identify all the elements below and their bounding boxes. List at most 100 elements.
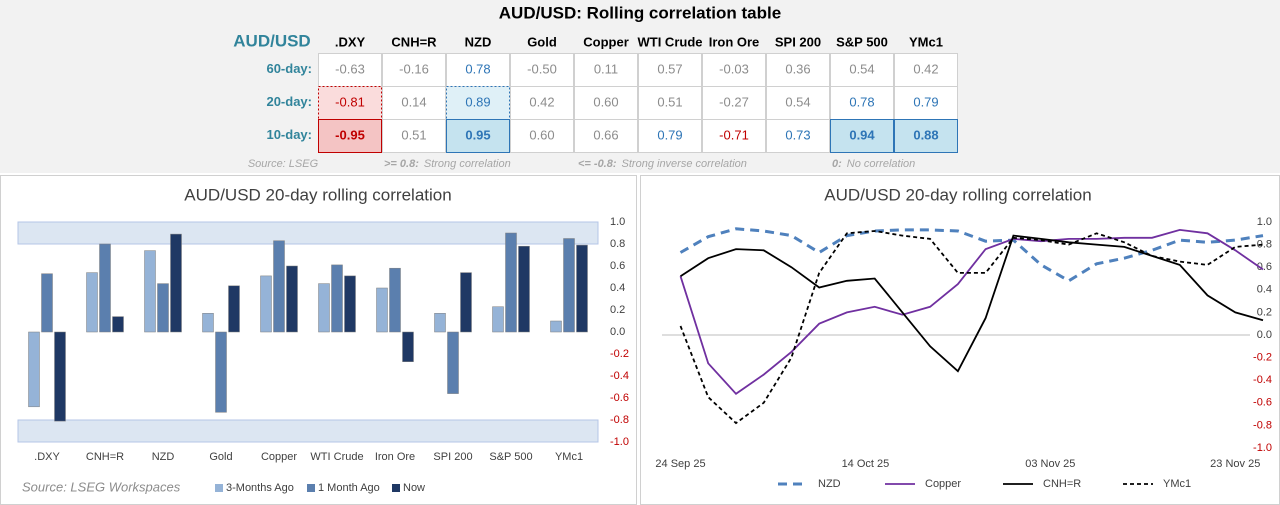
table-corner: AUD/USD bbox=[233, 31, 310, 50]
bar bbox=[576, 244, 588, 333]
column-header: .DXY bbox=[335, 34, 366, 49]
cell bbox=[382, 119, 446, 153]
note-text: No correlation bbox=[847, 158, 915, 170]
y-tick-label: -1.0 bbox=[610, 436, 629, 448]
bar bbox=[550, 320, 562, 333]
cell bbox=[510, 119, 574, 153]
y-tick-label: -0.6 bbox=[610, 392, 629, 404]
cell-value: 0.66 bbox=[593, 127, 618, 142]
bar bbox=[215, 331, 227, 413]
x-tick-label: WTI Crude bbox=[310, 451, 363, 463]
cell-value: 0.11 bbox=[594, 61, 618, 76]
y-tick-label: -0.2 bbox=[1253, 352, 1272, 364]
cell bbox=[574, 86, 638, 120]
cell-value: 0.94 bbox=[849, 127, 875, 142]
x-tick-label: SPI 200 bbox=[433, 451, 472, 463]
cell-value: 0.88 bbox=[913, 127, 938, 142]
chart-title: AUD/USD 20-day rolling correlation bbox=[184, 185, 451, 204]
column-header: YMc1 bbox=[909, 34, 943, 49]
cell-value: 0.36 bbox=[785, 61, 810, 76]
bar bbox=[389, 267, 401, 333]
source: Source: LSEG bbox=[248, 158, 319, 170]
cell bbox=[446, 86, 510, 120]
y-tick-label: 0.4 bbox=[1257, 284, 1272, 296]
cell bbox=[766, 119, 830, 153]
y-tick-label: 0.8 bbox=[610, 238, 625, 250]
cell-value: 0.78 bbox=[465, 61, 490, 76]
cell-value: 0.51 bbox=[401, 127, 426, 142]
legend-swatch bbox=[392, 484, 400, 492]
legend-label: 3-Months Ago bbox=[226, 482, 294, 494]
x-tick-label: 14 Oct 25 bbox=[842, 458, 890, 470]
legend-label: CNH=R bbox=[1043, 478, 1081, 490]
cell-value: -0.95 bbox=[335, 127, 365, 142]
cell-value: 0.60 bbox=[529, 127, 554, 142]
column-header: WTI Crude bbox=[638, 34, 703, 49]
cell-value: 0.79 bbox=[913, 94, 938, 109]
y-tick-label: -0.8 bbox=[1253, 419, 1272, 431]
bar bbox=[331, 264, 343, 333]
x-tick-label: Iron Ore bbox=[375, 451, 415, 463]
cell bbox=[382, 53, 446, 87]
bar bbox=[273, 240, 285, 333]
y-tick-label: -0.4 bbox=[610, 370, 629, 382]
bar bbox=[563, 238, 575, 333]
bar bbox=[86, 272, 98, 333]
cell-value: 0.57 bbox=[657, 61, 682, 76]
cell bbox=[574, 119, 638, 153]
cell-value: 0.51 bbox=[657, 94, 682, 109]
y-tick-label: 0.0 bbox=[1257, 329, 1272, 341]
y-tick-label: -0.8 bbox=[610, 414, 629, 426]
cell-value: 0.79 bbox=[657, 127, 682, 142]
bar bbox=[157, 283, 169, 333]
cell-value: 0.89 bbox=[465, 94, 490, 109]
y-tick-label: -0.6 bbox=[1253, 397, 1272, 409]
y-tick-label: -0.4 bbox=[1253, 374, 1272, 386]
y-tick-label: 1.0 bbox=[1257, 216, 1272, 228]
cell bbox=[638, 119, 702, 153]
cell bbox=[638, 53, 702, 87]
cell bbox=[510, 86, 574, 120]
cell-value: 0.54 bbox=[785, 94, 810, 109]
cell bbox=[446, 119, 510, 153]
x-tick-label: Copper bbox=[261, 451, 297, 463]
note-key: >= 0.8: bbox=[384, 158, 419, 170]
cell-value: -0.71 bbox=[719, 127, 749, 142]
cell bbox=[382, 86, 446, 120]
y-tick-label: 0.6 bbox=[1257, 261, 1272, 273]
chart-title: AUD/USD 20-day rolling correlation bbox=[824, 185, 1091, 204]
bar bbox=[505, 232, 517, 333]
y-tick-label: 0.2 bbox=[1257, 306, 1272, 318]
legend-label: Copper bbox=[925, 478, 961, 490]
bar bbox=[518, 245, 530, 333]
cell bbox=[318, 119, 382, 153]
y-tick-label: 0.6 bbox=[610, 260, 625, 272]
series-line bbox=[680, 234, 1264, 373]
note-text: Strong inverse correlation bbox=[622, 158, 747, 170]
cell-value: -0.27 bbox=[719, 94, 749, 109]
column-header: SPI 200 bbox=[775, 34, 821, 49]
column-header: Gold bbox=[527, 34, 557, 49]
column-header: Iron Ore bbox=[709, 34, 760, 49]
cell-value: -0.03 bbox=[719, 61, 749, 76]
note-key: 0: bbox=[832, 158, 842, 170]
y-tick-label: -1.0 bbox=[1253, 442, 1272, 454]
bar bbox=[144, 250, 156, 333]
bar bbox=[28, 331, 40, 408]
bar bbox=[170, 233, 182, 333]
series-line bbox=[679, 230, 1264, 425]
note-key: <= -0.8: bbox=[578, 158, 617, 170]
bar bbox=[402, 331, 414, 362]
bar bbox=[376, 287, 388, 333]
x-tick-label: Gold bbox=[209, 451, 232, 463]
bar bbox=[286, 265, 298, 333]
cell bbox=[830, 119, 894, 153]
source: Source: LSEG Workspaces bbox=[22, 479, 181, 494]
column-header: Copper bbox=[583, 34, 629, 49]
bar bbox=[447, 331, 459, 394]
bar bbox=[318, 283, 330, 333]
cell-value: 0.95 bbox=[465, 127, 490, 142]
legend-label: 1 Month Ago bbox=[318, 482, 380, 494]
